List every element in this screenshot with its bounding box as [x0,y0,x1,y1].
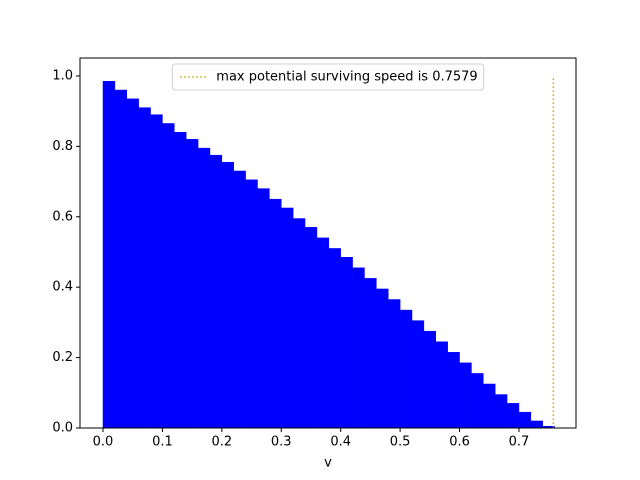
bar [304,227,318,429]
bar [530,420,543,429]
bar [162,123,175,429]
bar [281,207,294,429]
bar [411,320,425,429]
bar [245,179,258,429]
bar [506,403,520,429]
bar [233,170,246,429]
legend-label: max potential surviving speed is 0.7579 [216,70,477,85]
bar [494,394,508,429]
bar [399,309,413,429]
legend-box [171,63,485,91]
x-tick-label: 0.7 [509,435,530,450]
bar [328,248,341,429]
bar [483,383,496,429]
bar [174,132,187,429]
bar [292,218,306,429]
y-tick-label: 0.0 [52,421,73,436]
bar [269,198,282,429]
y-tick-label: 0.6 [52,209,73,224]
bar [316,237,330,429]
bar [352,267,365,429]
bar [102,80,116,429]
bar [126,98,139,429]
x-tick-label: 0.2 [211,435,232,450]
bar [364,278,377,429]
x-tick-label: 0.5 [390,435,411,450]
y-tick-label: 0.8 [52,139,73,154]
x-tick-label: 0.0 [93,435,114,450]
x-tick-label: 0.1 [152,435,173,450]
x-axis-label: v [324,456,332,471]
bar [138,107,151,429]
bar [471,373,484,429]
bar [376,288,389,429]
bar [221,161,234,429]
bar [387,299,401,429]
bar [518,411,532,429]
x-tick-label: 0.6 [449,435,470,450]
bar [257,188,270,429]
bar [447,352,460,429]
bar [150,114,163,429]
x-tick-label: 0.3 [271,435,292,450]
bar [423,330,437,429]
y-tick-label: 0.4 [52,280,73,295]
bar [209,154,223,429]
bar [340,257,353,429]
y-tick-label: 1.0 [52,68,73,83]
bar [185,139,199,429]
x-tick-label: 0.4 [330,435,351,450]
bar [114,89,128,429]
y-tick-label: 0.2 [52,350,73,365]
plot-frame [79,57,577,429]
bar [435,341,448,429]
bar [197,147,211,429]
bar [459,362,472,429]
